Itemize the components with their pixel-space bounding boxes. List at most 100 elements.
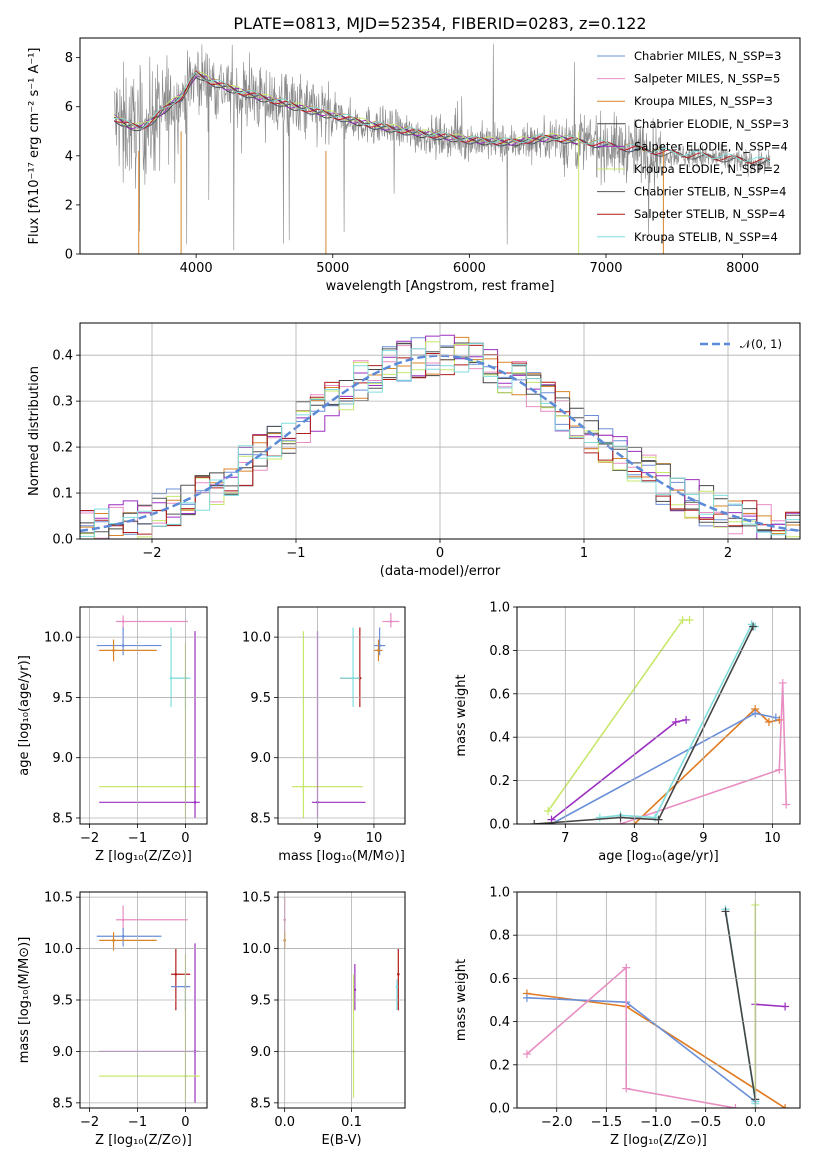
weight_vs_Z-xtick-label: −1.0 bbox=[640, 1115, 672, 1130]
errorbar-point bbox=[311, 631, 366, 818]
mass_vs_ebv-xlabel: E(B-V) bbox=[321, 1133, 361, 1148]
errorbar-point bbox=[353, 964, 357, 1011]
mass_vs_Z-ytick-label: 9.5 bbox=[52, 994, 73, 1009]
errorbar-marker bbox=[377, 649, 380, 652]
age_vs_mass-ytick-label: 9.0 bbox=[250, 751, 271, 766]
weight-series-line bbox=[620, 682, 787, 824]
errorbar-marker bbox=[351, 676, 355, 680]
weight-series-marker bbox=[678, 616, 687, 625]
errorbar-point bbox=[99, 639, 157, 662]
weight_vs_Z-xtick-label: 0.0 bbox=[745, 1115, 766, 1130]
weight-series-marker bbox=[685, 616, 694, 625]
age_vs_Z-ytick-label: 9.0 bbox=[52, 751, 73, 766]
weight-series-marker bbox=[544, 806, 553, 815]
legend-label: Salpeter MILES, N_SSP=5 bbox=[634, 72, 780, 86]
spectrum-frame bbox=[79, 37, 801, 255]
errorbar-point bbox=[115, 905, 188, 931]
errorbar-marker bbox=[353, 988, 357, 992]
spectrum-title: PLATE=0813, MJD=52354, FIBERID=0283, z=0… bbox=[233, 14, 646, 33]
age_vs_Z-plot-area bbox=[96, 615, 200, 818]
errorbar-marker bbox=[395, 985, 399, 988]
mass_vs_ebv-ytick-label: 8.5 bbox=[250, 1096, 271, 1111]
errorbar-marker bbox=[358, 676, 362, 680]
weight-series-marker bbox=[778, 678, 787, 687]
legend-label: Chabrier MILES, N_SSP=3 bbox=[634, 49, 781, 63]
residuals-ytick-label: 0.2 bbox=[52, 441, 73, 456]
residuals-xtick-label: 0 bbox=[436, 546, 444, 561]
legend-label: Salpeter ELODIE, N_SSP=4 bbox=[634, 139, 788, 153]
age_vs_mass-ytick-label: 8.5 bbox=[250, 811, 271, 826]
mass_vs_Z-xtick-label: −1 bbox=[128, 1115, 147, 1130]
model-kroupa-stelib bbox=[114, 71, 771, 162]
spectrum-ytick-label: 8 bbox=[65, 51, 73, 66]
mass_vs_ebv-ytick-label: 9.0 bbox=[250, 1045, 271, 1060]
weight_vs_age-panel: 7 8 9 10 0.0 0.2 0.4 0.6 0.8 1.0 age [log₁₀(age/yr… bbox=[454, 601, 801, 864]
mass_vs_ebv-ytick-label: 10.0 bbox=[242, 942, 271, 957]
weight_vs_Z-xlabel: Z [log₁₀(Z/Z⊙)] bbox=[610, 1133, 707, 1148]
residuals-xlabel: (data-model)/error bbox=[380, 564, 501, 579]
residuals-panel: −2 −1 0 1 2 0.0 0.1 0.2 0.3 0.4 (data-model)/error… bbox=[27, 322, 801, 579]
weight_vs_age-ylabel: mass weight bbox=[454, 674, 469, 756]
weight-series-marker bbox=[595, 813, 604, 822]
weight-series-marker bbox=[522, 993, 531, 1002]
weight_vs_age-ytick-label: 0.2 bbox=[489, 774, 510, 789]
errorbar-marker bbox=[174, 972, 178, 976]
residuals-legend: 𝒩(0, 1) bbox=[700, 337, 782, 351]
weight-series-marker bbox=[751, 709, 760, 718]
legend-label: Chabrier ELODIE, N_SSP=3 bbox=[634, 117, 789, 131]
weight-series-line bbox=[724, 911, 757, 1100]
errorbar-point bbox=[99, 932, 157, 951]
mass_vs_Z-ytick-label: 8.5 bbox=[52, 1096, 73, 1111]
weight_vs_age-plot-area bbox=[530, 616, 791, 824]
weight_vs_age-frame bbox=[516, 606, 801, 825]
errorbar-point bbox=[171, 979, 191, 1011]
errorbar-point bbox=[340, 627, 360, 708]
residuals-ytick-label: 0.3 bbox=[52, 395, 73, 410]
spectrum-xlabel: wavelength [Angstrom, rest frame] bbox=[326, 279, 555, 294]
weight_vs_age-ytick-label: 0.6 bbox=[489, 687, 510, 702]
weight_vs_Z-ytick-label: 0.2 bbox=[489, 1058, 510, 1073]
age_vs_mass-xtick-label: 10 bbox=[366, 831, 383, 846]
legend-label: Salpeter STELIB, N_SSP=4 bbox=[634, 207, 785, 221]
errorbar-marker bbox=[121, 918, 125, 922]
errorbar-point bbox=[96, 627, 162, 656]
errorbar-point bbox=[373, 627, 386, 656]
age_vs_mass-frame bbox=[277, 606, 406, 825]
weight_vs_age-xtick-label: 10 bbox=[764, 831, 781, 846]
errorbar-point bbox=[99, 643, 200, 818]
age_vs_Z-xtick-label: 0 bbox=[181, 831, 189, 846]
age_vs_mass-ytick-label: 9.5 bbox=[250, 691, 271, 706]
model-chabrier-elodie bbox=[114, 76, 579, 147]
age_vs_Z-frame bbox=[79, 606, 208, 825]
errorbar-point bbox=[340, 627, 362, 708]
errorbar-point bbox=[115, 615, 188, 630]
model-salpeter-stelib bbox=[113, 70, 771, 164]
weight_vs_Z-frame bbox=[516, 891, 801, 1109]
mass_vs_ebv-panel: 0.0 0.1 8.5 9.0 9.5 10.0 10.5 E(B-V) bbox=[242, 891, 406, 1148]
weight-series-line bbox=[526, 965, 736, 1108]
weight-series-line bbox=[534, 626, 754, 824]
weight-series-marker bbox=[622, 963, 631, 972]
mass_vs_Z-frame bbox=[79, 891, 208, 1109]
mass_vs_Z-ytick-label: 10.5 bbox=[44, 891, 73, 906]
errorbar-point bbox=[99, 953, 200, 1103]
errorbar-marker bbox=[302, 785, 305, 788]
age_vs_mass-panel: 9 10 8.5 9.0 9.5 10.0 mass [log₁₀(M/M⊙)] bbox=[242, 606, 406, 864]
weight_vs_age-ytick-label: 0.0 bbox=[489, 818, 510, 833]
weight_vs_Z-ytick-label: 0.6 bbox=[489, 972, 510, 987]
spectrum-ytick-label: 2 bbox=[65, 198, 73, 213]
weight-series-marker bbox=[530, 820, 539, 824]
errorbar-marker bbox=[121, 934, 125, 938]
errorbar-point bbox=[171, 948, 191, 1011]
errorbar-point bbox=[99, 631, 200, 818]
mass_vs_Z-panel: −2 −1 0 8.5 9.0 9.5 10.0 10.5 Z [log₁₀(Z/Z⊙)] mas… bbox=[17, 891, 208, 1148]
errorbar-marker bbox=[112, 649, 115, 652]
model-salpeter-elodie bbox=[113, 75, 579, 146]
errorbar-point bbox=[96, 928, 162, 947]
weight-series-marker bbox=[782, 800, 791, 809]
residuals-ytick-label: 0.4 bbox=[52, 349, 73, 364]
age_vs_Z-xtick-label: −2 bbox=[80, 831, 99, 846]
mass_vs_Z-plot-area bbox=[96, 905, 200, 1103]
legend-label: Kroupa ELODIE, N_SSP=2 bbox=[634, 162, 780, 176]
spectrum-ytick-label: 0 bbox=[65, 248, 73, 263]
